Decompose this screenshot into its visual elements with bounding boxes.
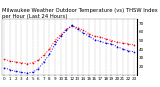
Text: Milwaukee Weather Outdoor Temperature (vs) THSW Index per Hour (Last 24 Hours): Milwaukee Weather Outdoor Temperature (v… [2,8,157,19]
